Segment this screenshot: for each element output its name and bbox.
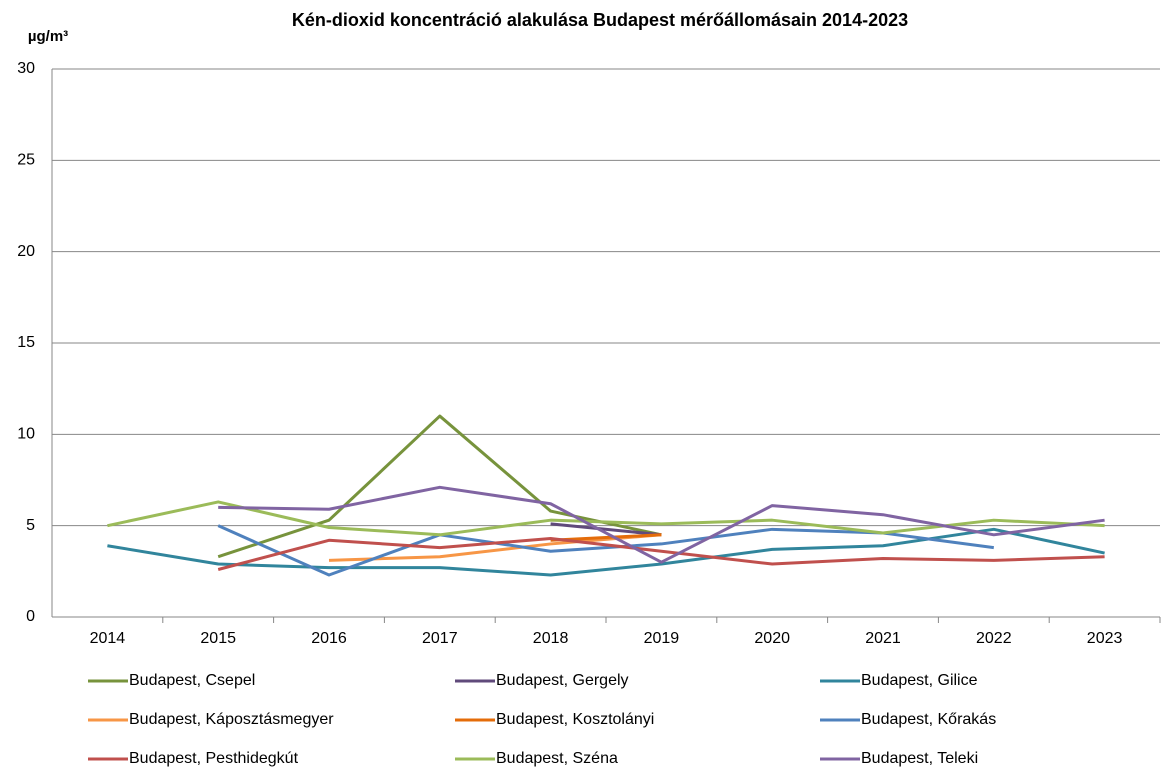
x-tick-label: 2021 xyxy=(865,630,901,647)
x-tick-label: 2014 xyxy=(90,630,126,647)
series-line xyxy=(550,522,662,537)
series-line xyxy=(217,524,994,577)
legend-label: Budapest, Gilice xyxy=(861,672,978,689)
x-tick-label: 2023 xyxy=(1087,630,1123,647)
series-line xyxy=(217,414,662,559)
x-tick-label: 2018 xyxy=(533,630,569,647)
y-tick-label: 0 xyxy=(26,608,35,625)
legend-label: Budapest, Teleki xyxy=(861,750,978,767)
chart-title: Kén-dioxid koncentráció alakulása Budape… xyxy=(292,10,908,30)
legend-label: Budapest, Gergely xyxy=(496,672,629,689)
series-line xyxy=(217,536,1105,571)
x-tick-label: 2020 xyxy=(754,630,790,647)
legend-label: Budapest, Széna xyxy=(496,750,618,767)
series-line xyxy=(107,500,1105,537)
series-line xyxy=(218,485,1105,564)
x-tick-label: 2015 xyxy=(200,630,236,647)
legend-label: Budapest, Csepel xyxy=(129,672,255,689)
y-tick-label: 15 xyxy=(17,334,35,351)
legend-label: Budapest, Kőrakás xyxy=(861,711,996,728)
y-tick-label: 10 xyxy=(17,426,35,443)
x-tick-label: 2022 xyxy=(976,630,1012,647)
x-tick-label: 2017 xyxy=(422,630,458,647)
y-tick-label: 25 xyxy=(17,152,35,169)
legend-label: Budapest, Káposztásmegyer xyxy=(129,711,334,728)
y-tick-label: 30 xyxy=(17,60,35,77)
y-tick-label: 5 xyxy=(26,517,35,534)
x-tick-label: 2016 xyxy=(311,630,347,647)
series-line xyxy=(328,533,662,562)
legend-label: Budapest, Pesthidegkút xyxy=(129,750,299,767)
y-axis-label: µg/m³ xyxy=(28,28,68,45)
y-tick-label: 20 xyxy=(17,243,35,260)
x-tick-label: 2019 xyxy=(644,630,680,647)
series-line xyxy=(107,527,1105,577)
legend-label: Budapest, Kosztolányi xyxy=(496,711,654,728)
